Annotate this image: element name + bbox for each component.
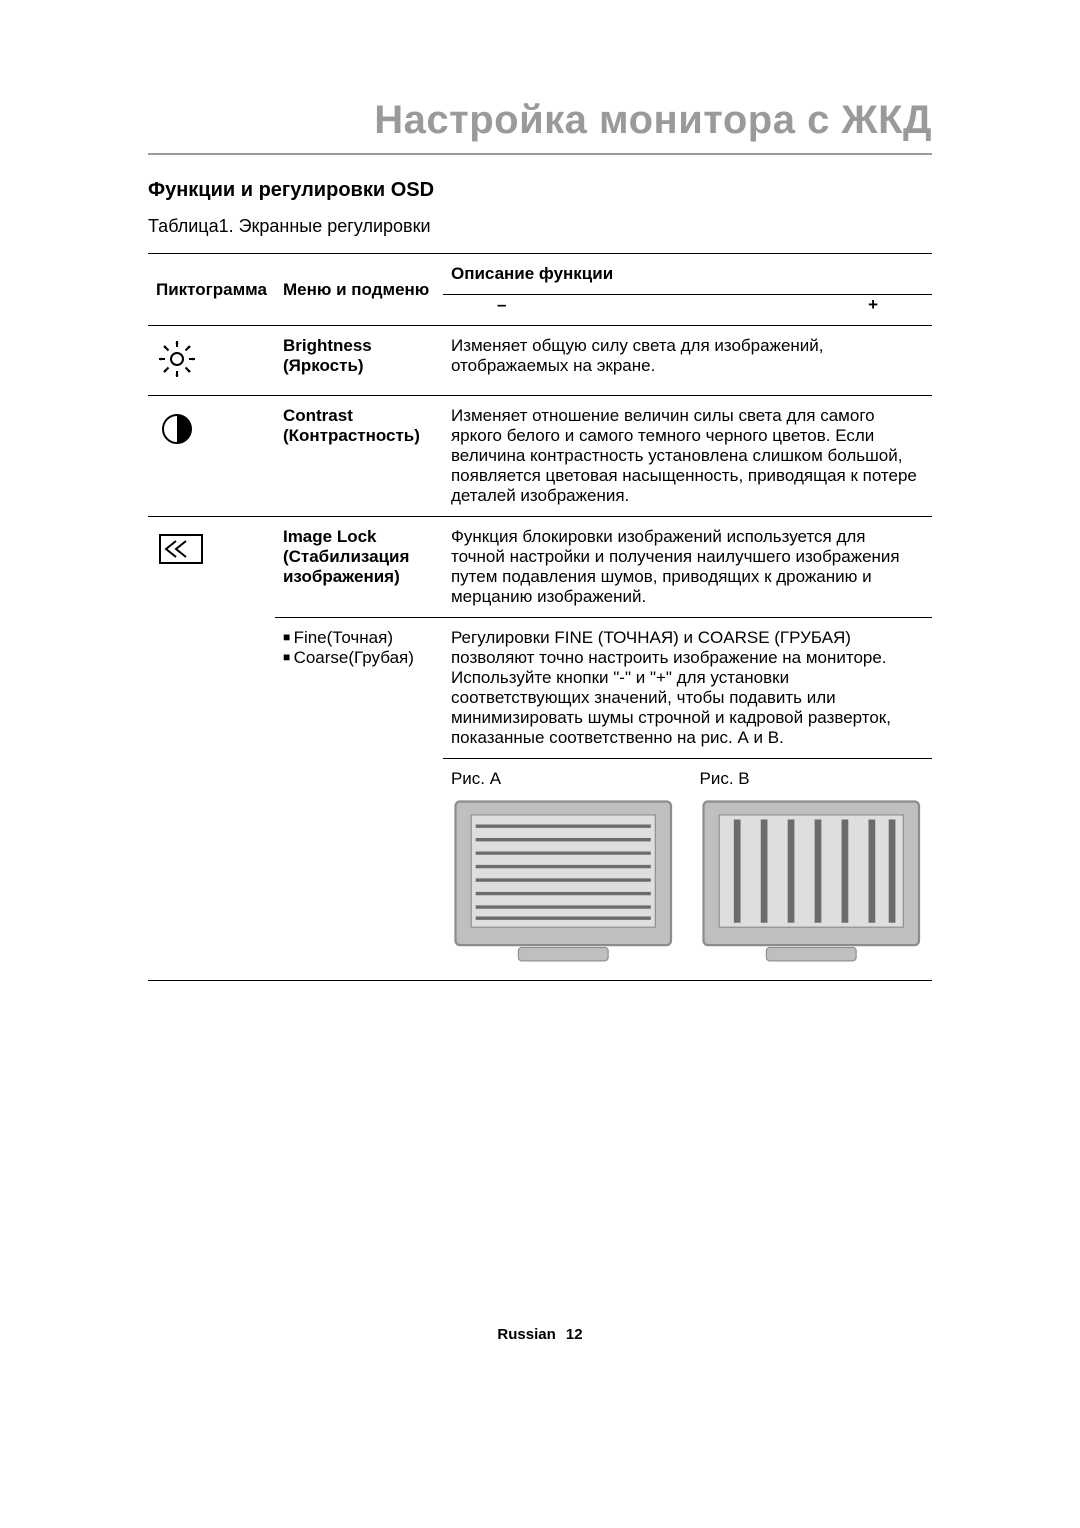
figure-b-label: Рис. В	[699, 769, 924, 789]
brightness-icon	[156, 338, 198, 380]
document-page: Настройка монитора с ЖКД Функции и регул…	[0, 0, 1080, 1528]
submenu-cell: Fine(Точная) Coarse(Грубая)	[275, 618, 443, 759]
figure-b: Рис. В	[699, 769, 924, 970]
table-row: Image Lock (Стабилизация изображения) Фу…	[148, 517, 932, 618]
figures-cell: Рис. А	[443, 759, 932, 981]
menu-en: Brightness	[283, 336, 435, 356]
bullet-fine: Fine(Точная)	[283, 628, 435, 648]
table-header-row: Пиктограмма Меню и подменю Описание функ…	[148, 254, 932, 295]
table-row: Brightness (Яркость) Изменяет общую силу…	[148, 326, 932, 396]
empty-cell	[275, 759, 443, 981]
figure-a-label: Рис. А	[451, 769, 676, 789]
contrast-icon	[156, 408, 198, 450]
menu-ru: (Стабилизация изображения)	[283, 547, 435, 587]
empty-cell	[148, 618, 275, 759]
table-row: Contrast (Контрастность) Изменяет отноше…	[148, 396, 932, 517]
menu-ru: (Контрастность)	[283, 426, 435, 446]
footer-language: Russian	[497, 1326, 555, 1343]
footer-page-number: 12	[566, 1326, 583, 1343]
image-lock-icon	[156, 529, 206, 569]
osd-table: Пиктограмма Меню и подменю Описание функ…	[148, 253, 932, 981]
desc-cell: Функция блокировки изображений используе…	[443, 517, 932, 618]
menu-ru: (Яркость)	[283, 356, 435, 376]
table-subrow: Fine(Точная) Coarse(Грубая) Регулировки …	[148, 618, 932, 759]
desc-cell: Изменяет отношение величин силы света дл…	[443, 396, 932, 517]
monitor-a-icon	[451, 797, 676, 965]
desc-cell: Изменяет общую силу света для изображени…	[443, 326, 932, 396]
plus-minus-row: – +	[451, 295, 924, 315]
page-title: Настройка монитора с ЖКД	[148, 98, 932, 155]
figure-a: Рис. А	[451, 769, 676, 970]
desc-cell: Регулировки FINE (ТОЧНАЯ) и COARSE (ГРУБ…	[443, 618, 932, 759]
minus-label: –	[457, 295, 506, 315]
submenu-bullets: Fine(Точная) Coarse(Грубая)	[283, 628, 435, 668]
icon-cell	[148, 517, 275, 618]
bullet-coarse: Coarse(Грубая)	[283, 648, 435, 668]
monitor-b-icon	[699, 797, 924, 965]
menu-cell: Image Lock (Стабилизация изображения)	[275, 517, 443, 618]
page-footer: Russian 12	[0, 1326, 1080, 1343]
header-pictogram: Пиктограмма	[148, 254, 275, 326]
figures-row: Рис. А	[148, 759, 932, 981]
header-menu: Меню и подменю	[275, 254, 443, 326]
icon-cell	[148, 396, 275, 517]
section-heading: Функции и регулировки OSD	[148, 179, 932, 202]
plus-label: +	[868, 295, 918, 315]
menu-en: Contrast	[283, 406, 435, 426]
header-description: Описание функции	[443, 254, 932, 295]
menu-cell: Contrast (Контрастность)	[275, 396, 443, 517]
empty-cell	[148, 759, 275, 981]
menu-cell: Brightness (Яркость)	[275, 326, 443, 396]
icon-cell	[148, 326, 275, 396]
menu-en: Image Lock	[283, 527, 435, 547]
table-caption: Таблица1. Экранные регулировки	[148, 216, 932, 237]
